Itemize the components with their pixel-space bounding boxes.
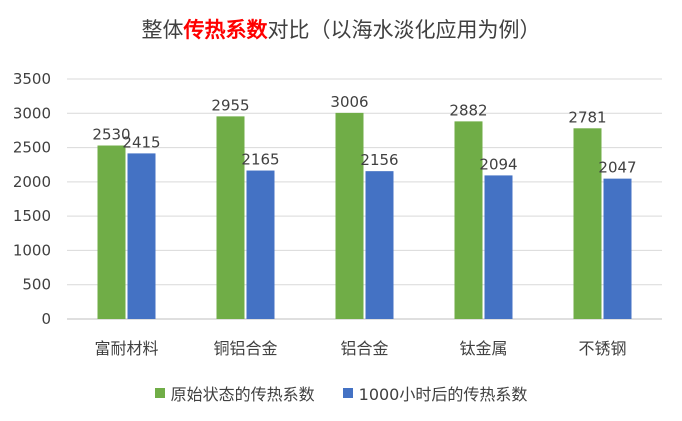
- bar-series1: [216, 116, 245, 319]
- legend-label-series2: 1000小时后的传热系数: [358, 385, 528, 404]
- legend-label-series1: 原始状态的传热系数: [170, 385, 315, 404]
- y-tick-label: 3500: [13, 70, 51, 88]
- y-tick-label: 1000: [13, 241, 51, 259]
- title-highlight: 传热系数: [183, 18, 268, 42]
- title-suffix: 对比（以海水淡化应用为例）: [267, 18, 541, 42]
- y-tick-label: 500: [22, 276, 51, 294]
- bar-series2: [603, 178, 632, 319]
- y-axis-ticks: 0 500 1000 1500 2000 2500 3000 3500: [13, 70, 51, 328]
- data-label: 2094: [479, 155, 517, 173]
- bar-series2: [484, 175, 513, 319]
- category-label: 钛金属: [459, 339, 507, 358]
- title-prefix: 整体: [141, 18, 184, 42]
- bar-series1: [335, 112, 364, 319]
- data-label: 2530: [92, 126, 130, 144]
- data-label: 3006: [330, 93, 368, 111]
- data-label: 2165: [241, 151, 279, 169]
- y-tick-label: 2500: [13, 139, 51, 157]
- data-label: 2047: [598, 159, 636, 177]
- y-tick-label: 0: [41, 310, 51, 328]
- category-label: 铝合金: [340, 339, 388, 358]
- legend-swatch-series2: [342, 388, 353, 398]
- bar-series2: [365, 171, 394, 319]
- bar-series1: [573, 128, 602, 319]
- data-label: 2156: [360, 151, 398, 169]
- gridlines: [67, 78, 662, 320]
- category-label: 铜铝合金: [213, 339, 277, 358]
- y-tick-label: 3000: [13, 104, 51, 122]
- y-tick-label: 2000: [13, 173, 51, 191]
- bar-series2: [246, 170, 275, 319]
- chart-title: 整体传热系数对比（以海水淡化应用为例）: [0, 14, 682, 44]
- data-label: 2955: [211, 96, 249, 114]
- data-label: 2415: [122, 133, 160, 151]
- bar-series2: [127, 153, 156, 319]
- legend-swatch-series1: [154, 388, 165, 398]
- category-label: 富耐材料: [94, 339, 158, 358]
- data-label: 2781: [568, 108, 606, 126]
- category-label: 不锈钢: [578, 339, 626, 358]
- y-tick-label: 1500: [13, 207, 51, 225]
- bar-series1: [97, 145, 126, 319]
- data-label: 2882: [449, 101, 487, 119]
- bar-series1: [454, 121, 483, 320]
- legend-item-series2[interactable]: 1000小时后的传热系数: [342, 381, 528, 405]
- bars: [97, 112, 632, 320]
- legend-item-series1[interactable]: 原始状态的传热系数: [154, 381, 315, 405]
- legend: 原始状态的传热系数 1000小时后的传热系数: [0, 381, 682, 405]
- x-axis-categories: 富耐材料 铜铝合金 铝合金 钛金属 不锈钢: [94, 339, 626, 358]
